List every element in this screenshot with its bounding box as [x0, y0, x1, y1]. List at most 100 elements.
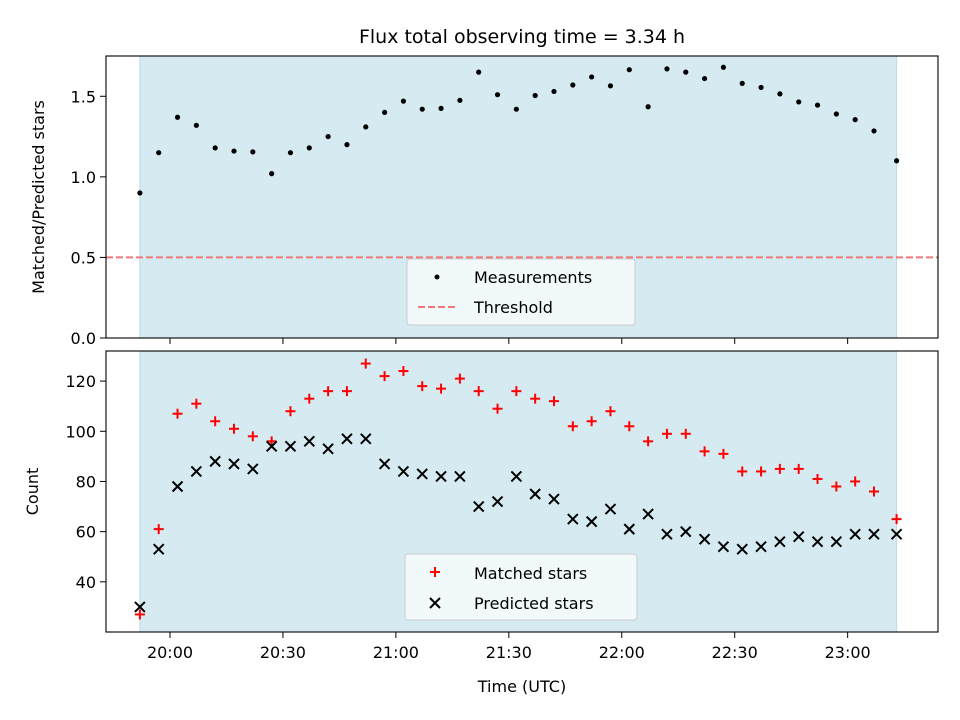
ratio-y-ticks: 0.0 0.5 1.0 1.5 — [71, 87, 106, 348]
matched-star-point — [266, 436, 277, 447]
matched-star-point — [134, 609, 145, 620]
x-stroke — [717, 540, 730, 553]
matched-star-point — [229, 423, 239, 434]
y-tick-label: 80 — [76, 472, 96, 491]
x-stroke — [792, 530, 805, 543]
measurement-point — [344, 142, 350, 148]
x-stroke — [303, 435, 316, 448]
measurement-point — [438, 105, 444, 111]
y-tick-label: 100 — [65, 422, 96, 441]
x-stroke — [435, 470, 447, 483]
count-legend: Matched stars Predicted stars — [404, 553, 638, 621]
ratio-legend-box — [406, 258, 636, 326]
measurement-point — [833, 111, 839, 117]
measurement-point — [664, 66, 670, 72]
matched-star-point — [473, 386, 484, 397]
measurement-point — [231, 148, 237, 154]
matched-star-point — [417, 381, 428, 392]
measurement-point — [250, 149, 256, 155]
matched-star-point — [737, 466, 748, 477]
matched-star-point — [680, 428, 691, 439]
predicted-star-point — [454, 470, 466, 483]
x-stroke — [548, 493, 560, 505]
x-stroke — [830, 535, 843, 548]
predicted-star-point — [604, 503, 617, 515]
predicted-star-point — [755, 540, 767, 553]
x-stroke — [623, 523, 636, 535]
predicted-star-point — [680, 525, 692, 538]
predicted-star-point — [811, 535, 824, 548]
measurement-point — [532, 92, 538, 99]
measurement-point — [513, 106, 519, 112]
predicted-star-point — [623, 523, 636, 535]
predicted-star-point — [265, 440, 278, 453]
x-stroke — [190, 465, 203, 478]
matched-star-point — [586, 416, 597, 427]
matched-star-point — [661, 428, 672, 439]
predicted-star-point — [642, 508, 654, 520]
measurement-point — [701, 75, 708, 82]
measurement-point — [476, 69, 482, 75]
predicted-star-point — [228, 458, 240, 470]
x-stroke — [510, 470, 523, 483]
matched-star-point — [605, 406, 616, 417]
x-tick-label: 21:30 — [486, 643, 532, 662]
predicted-star-point — [890, 528, 903, 540]
matched-star-point — [850, 476, 861, 487]
matched-star-point — [191, 398, 202, 409]
x-tick-label: 22:00 — [599, 643, 645, 662]
measurement-point — [626, 67, 632, 73]
matched-star-point — [774, 463, 785, 474]
measurement-point — [893, 158, 900, 164]
predicted-star-point — [736, 543, 748, 555]
x-stroke — [585, 515, 598, 528]
x-stroke — [604, 503, 617, 515]
count-legend-box — [404, 553, 638, 621]
measurement-point — [325, 133, 331, 140]
measurement-point — [269, 171, 275, 177]
matched-star-point — [492, 403, 503, 414]
x-tick-label: 23:00 — [825, 643, 871, 662]
x-stroke — [171, 480, 184, 493]
x-stroke — [322, 443, 334, 455]
matched-star-point — [172, 408, 183, 419]
predicted-star-point — [284, 440, 297, 453]
measurement-point — [814, 102, 821, 108]
x-stroke — [378, 458, 391, 470]
y-tick-label: 40 — [76, 573, 96, 592]
legend-measurements-marker — [434, 274, 440, 280]
measurement-point — [551, 88, 557, 95]
count-x-ticks: 20:00 20:30 21:00 21:30 22:00 22:30 23:00 — [147, 632, 871, 662]
predicted-star-point — [360, 433, 372, 445]
predicted-star-point — [472, 500, 485, 513]
measurement-point — [363, 124, 369, 130]
legend-predicted-marker — [429, 597, 441, 609]
x-stroke — [247, 463, 259, 475]
matched-star-point — [511, 386, 522, 397]
matched-star-point — [643, 436, 654, 447]
measurement-point — [457, 97, 463, 103]
matched-star-point — [699, 446, 710, 457]
x-stroke — [567, 513, 579, 525]
legend-predicted-label: Predicted stars — [474, 594, 594, 613]
count-y-axis-label: Count — [23, 468, 42, 516]
ratio-legend: Measurements Threshold — [406, 258, 636, 326]
matched-star-point — [567, 421, 578, 432]
measurement-point — [683, 69, 689, 75]
legend-measurements-label: Measurements — [474, 268, 592, 287]
y-tick-label: 120 — [65, 372, 96, 391]
matched-star-point — [323, 386, 334, 397]
x-stroke — [642, 508, 654, 520]
matched-star-point — [360, 358, 371, 369]
legend-matched-label: Matched stars — [474, 564, 587, 583]
matched-star-point — [812, 473, 823, 484]
legend-x-glyph — [429, 597, 441, 609]
predicted-stars-points — [134, 433, 903, 613]
matched-star-point — [247, 431, 258, 442]
x-stroke — [755, 540, 767, 553]
matched-star-point — [153, 524, 164, 535]
x-stroke — [472, 500, 485, 513]
x-tick-label: 20:30 — [260, 643, 306, 662]
ratio-y-axis-label: Matched/Predicted stars — [29, 100, 48, 294]
x-stroke — [416, 468, 428, 480]
